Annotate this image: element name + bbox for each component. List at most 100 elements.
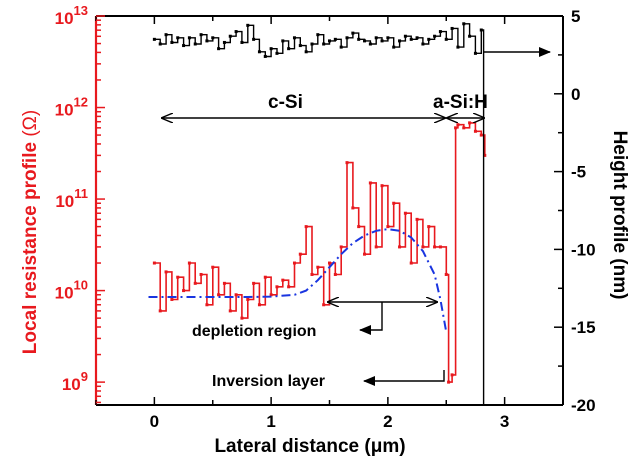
resistance-point: [182, 289, 186, 293]
height-point: [333, 37, 337, 41]
resistance-point: [263, 275, 267, 279]
height-point: [386, 36, 390, 40]
resistance-point: [363, 252, 367, 256]
resistance-point: [275, 285, 279, 289]
resistance-point: [444, 272, 448, 276]
left-tick-base: 10: [55, 101, 74, 120]
height-point: [234, 30, 238, 34]
resistance-point: [339, 245, 343, 249]
height-point: [462, 22, 466, 26]
height-point: [468, 34, 472, 38]
a-si-h-label: a-Si:H: [433, 92, 488, 113]
height-point: [269, 47, 273, 51]
height-point: [211, 36, 215, 40]
left-tick-label: 1012: [55, 95, 88, 120]
height-point: [456, 45, 460, 49]
resistance-point: [322, 303, 326, 307]
resistance-point: [187, 261, 191, 265]
height-point: [351, 31, 355, 35]
height-point: [427, 37, 431, 41]
height-point: [176, 36, 180, 40]
height-point: [421, 42, 425, 46]
resistance-point: [380, 184, 384, 188]
height-point: [281, 39, 285, 43]
resistance-point: [164, 270, 168, 274]
resistance-point: [357, 225, 361, 229]
resistance-point: [438, 245, 442, 249]
height-point: [473, 51, 477, 55]
height-point: [205, 39, 209, 43]
resistance-point: [345, 161, 349, 165]
resistance-point: [246, 297, 250, 301]
resistance-point: [281, 278, 285, 282]
height-point: [257, 50, 261, 54]
resistance-point: [211, 265, 215, 269]
height-profile-line: [154, 23, 485, 405]
height-point: [409, 37, 413, 41]
resistance-point: [328, 261, 331, 265]
left-tick-label: 1011: [55, 186, 88, 211]
inversion-layer-label: Inversion layer: [212, 373, 325, 390]
height-point: [398, 39, 402, 43]
left-tick-exponent: 12: [74, 95, 88, 110]
resistance-point: [403, 211, 407, 215]
height-point: [380, 39, 384, 43]
right-tick-label: -5: [571, 163, 586, 182]
left-axis-title-text: Local resistance profile: [20, 137, 41, 355]
resistance-point: [234, 293, 238, 297]
left-tick-base: 10: [55, 9, 74, 28]
resistance-point: [176, 275, 180, 279]
height-point: [252, 37, 256, 41]
resistance-point: [158, 309, 162, 313]
resistance-point: [217, 293, 221, 297]
height-point: [263, 54, 267, 58]
left-axis-title-unit: (Ω): [20, 110, 41, 137]
left-tick-exponent: 13: [74, 3, 88, 18]
resistance-point: [304, 225, 308, 229]
depletion-leader-line: [359, 302, 383, 335]
fit-curve-line: [148, 228, 448, 333]
plot-frame: [94, 15, 564, 406]
height-point: [164, 33, 168, 37]
x-tick-label: 3: [500, 412, 509, 431]
right-axis-title: Height profile (nm): [609, 131, 630, 300]
height-point: [222, 40, 226, 44]
right-tick-label: 5: [571, 7, 580, 26]
resistance-point: [199, 272, 203, 276]
resistance-point: [170, 297, 174, 301]
height-point: [170, 40, 174, 44]
height-point: [187, 36, 191, 40]
height-point: [357, 37, 361, 41]
resistance-point: [374, 245, 378, 249]
height-point: [444, 37, 448, 41]
x-axis-title: Lateral distance (μm): [214, 436, 405, 457]
resistance-point: [456, 123, 460, 127]
height-point: [246, 23, 250, 27]
height-point: [438, 30, 442, 34]
height-point: [363, 39, 367, 43]
resistance-point: [483, 153, 487, 157]
height-point: [368, 42, 372, 46]
x-axis-ticks: 0 1 2 3: [95, 16, 564, 431]
depletion-region-label: depletion region: [192, 323, 316, 340]
resistance-point: [447, 380, 451, 384]
height-point: [328, 39, 331, 43]
resistance-point: [287, 285, 291, 289]
right-tick-label: -15: [571, 318, 596, 337]
resistance-point: [333, 272, 337, 276]
resistance-point: [292, 261, 296, 265]
height-point: [193, 42, 197, 46]
resistance-point: [205, 303, 209, 307]
resistance-point: [310, 272, 314, 276]
resistance-profile-line: [154, 122, 486, 383]
resistance-point: [473, 129, 477, 133]
height-point: [310, 42, 314, 46]
height-point: [339, 45, 343, 49]
right-tick-label: 0: [571, 85, 580, 104]
resistance-point: [415, 217, 419, 221]
height-point: [322, 42, 326, 46]
resistance-point: [257, 303, 261, 307]
resistance-point: [468, 121, 472, 125]
height-point: [228, 34, 232, 38]
